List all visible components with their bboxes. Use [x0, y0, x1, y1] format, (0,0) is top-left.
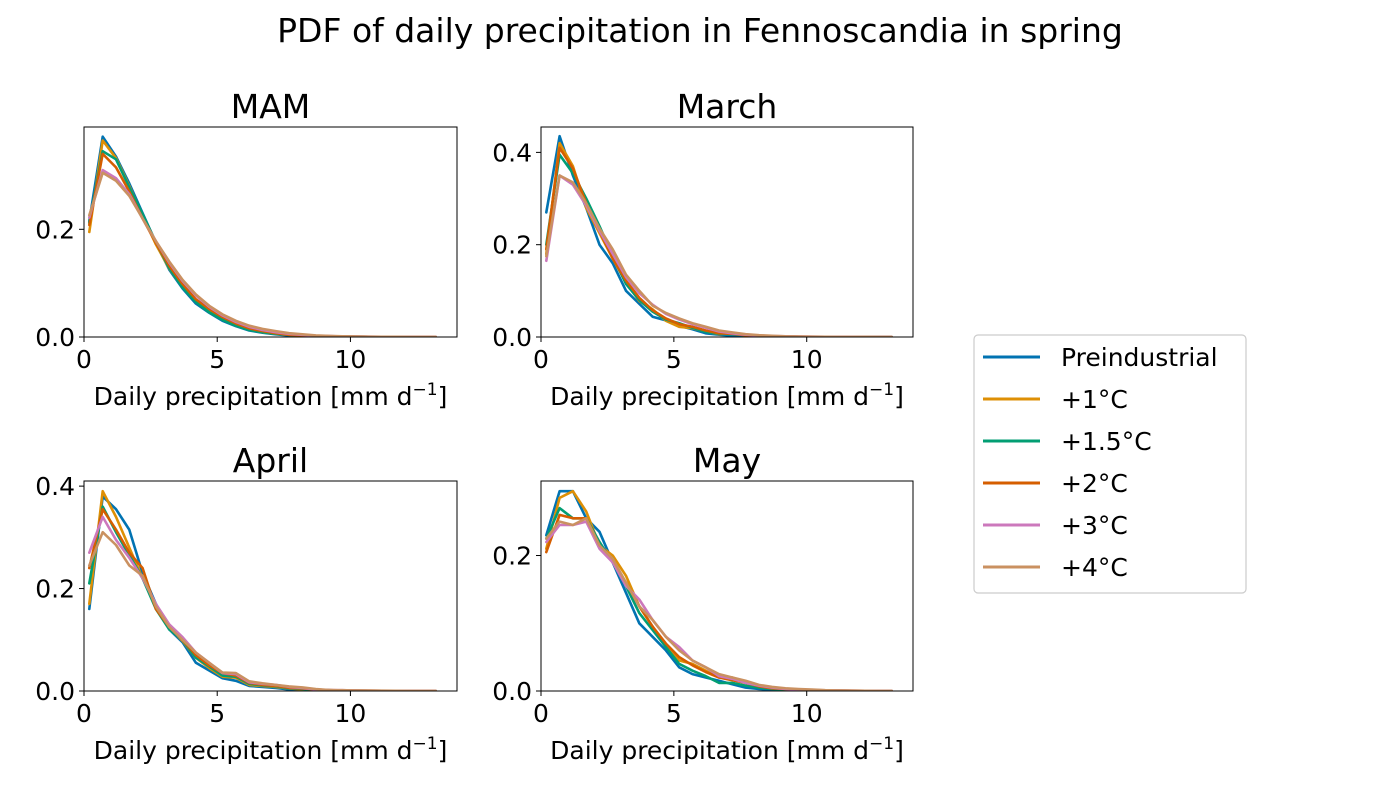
y-tick-label: 0.4: [492, 138, 532, 167]
legend-label: +1°C: [1061, 385, 1128, 414]
legend-label: +3°C: [1061, 511, 1128, 540]
series-line-march-0: [544, 134, 894, 337]
y-tick-label: 0.0: [35, 677, 75, 706]
series-line-mam-3: [88, 152, 438, 337]
x-axis-label: Daily precipitation [mm d−1]: [550, 380, 904, 411]
series-line-may-5: [544, 516, 894, 691]
series-lines: [88, 135, 438, 337]
axes-frame: [540, 126, 914, 338]
series-line-may-0: [544, 489, 894, 691]
series-line-mam-4: [88, 168, 438, 337]
legend: Preindustrial +1°C +1.5°C +2°C +3°C +4°C: [973, 334, 1247, 594]
x-tick-label: 0: [533, 699, 549, 728]
series-line-april-4: [88, 515, 438, 691]
series-line-may-4: [544, 520, 894, 691]
series-line-mam-1: [88, 139, 438, 337]
series-line-may-1: [544, 489, 894, 691]
x-tick-label: 10: [335, 345, 367, 374]
series-lines: [544, 489, 894, 691]
x-axis-label: Daily precipitation [mm d−1]: [94, 380, 448, 411]
y-tick-label: 0.4: [35, 472, 75, 501]
x-tick-label: 0: [533, 345, 549, 374]
subplot-title-may: May: [693, 441, 761, 480]
x-tick-label: 0: [76, 345, 92, 374]
y-tick-label: 0.2: [35, 215, 75, 244]
legend-label: +2°C: [1061, 469, 1128, 498]
series-line-march-5: [544, 174, 894, 337]
x-axis-label: Daily precipitation [mm d−1]: [550, 734, 904, 765]
legend-label: +1.5°C: [1061, 427, 1152, 456]
subplot-mam: MAM 0 5 10 0.0 0.2 Daily precipitation [mm d−1…: [35, 87, 458, 411]
x-tick-label: 10: [791, 345, 823, 374]
y-tick-label: 0.2: [492, 231, 532, 260]
x-tick-label: 10: [335, 699, 367, 728]
series-lines: [88, 489, 438, 691]
x-tick-label: 5: [209, 345, 225, 374]
series-line-march-4: [544, 174, 894, 337]
series-line-april-0: [88, 495, 438, 691]
subplot-title-mam: MAM: [231, 87, 311, 126]
subplot-april: April 0 5 10 0.0 0.2 0.4 Daily precipitation [m…: [35, 441, 458, 765]
subplot-title-march: March: [677, 87, 778, 126]
series-line-april-2: [88, 505, 438, 691]
series-line-april-1: [88, 489, 438, 691]
subplot-march: March 0 5 10 0.0 0.2 0.4 Daily precipitation [m…: [492, 87, 914, 411]
axes-frame: [540, 480, 914, 692]
series-line-mam-5: [88, 171, 438, 337]
legend-label: Preindustrial: [1061, 343, 1218, 372]
subplot-title-april: April: [233, 441, 308, 480]
series-line-april-5: [88, 530, 438, 691]
legend-label: +4°C: [1061, 553, 1128, 582]
x-tick-label: 5: [666, 345, 682, 374]
y-tick-label: 0.2: [35, 575, 75, 604]
y-tick-label: 0.0: [492, 677, 532, 706]
axes-frame: [83, 126, 458, 338]
series-line-april-3: [88, 507, 438, 691]
series-line-march-2: [544, 153, 894, 337]
y-tick-label: 0.0: [492, 323, 532, 352]
x-tick-label: 5: [209, 699, 225, 728]
series-lines: [544, 134, 894, 337]
x-tick-label: 0: [76, 699, 92, 728]
series-line-may-2: [544, 506, 894, 691]
x-tick-label: 5: [666, 699, 682, 728]
y-tick-label: 0.2: [492, 542, 532, 571]
axes-frame: [83, 480, 458, 692]
x-tick-label: 10: [791, 699, 823, 728]
legend-frame: [973, 334, 1247, 594]
series-line-mam-0: [88, 135, 438, 337]
series-line-mam-2: [88, 149, 438, 337]
subplot-may: May 0 5 10 0.0 0.2 Daily precipitation [mm d−1…: [492, 441, 914, 765]
figure-title: PDF of daily precipitation in Fennoscand…: [277, 11, 1123, 50]
y-tick-label: 0.0: [35, 323, 75, 352]
x-axis-label: Daily precipitation [mm d−1]: [94, 734, 448, 765]
